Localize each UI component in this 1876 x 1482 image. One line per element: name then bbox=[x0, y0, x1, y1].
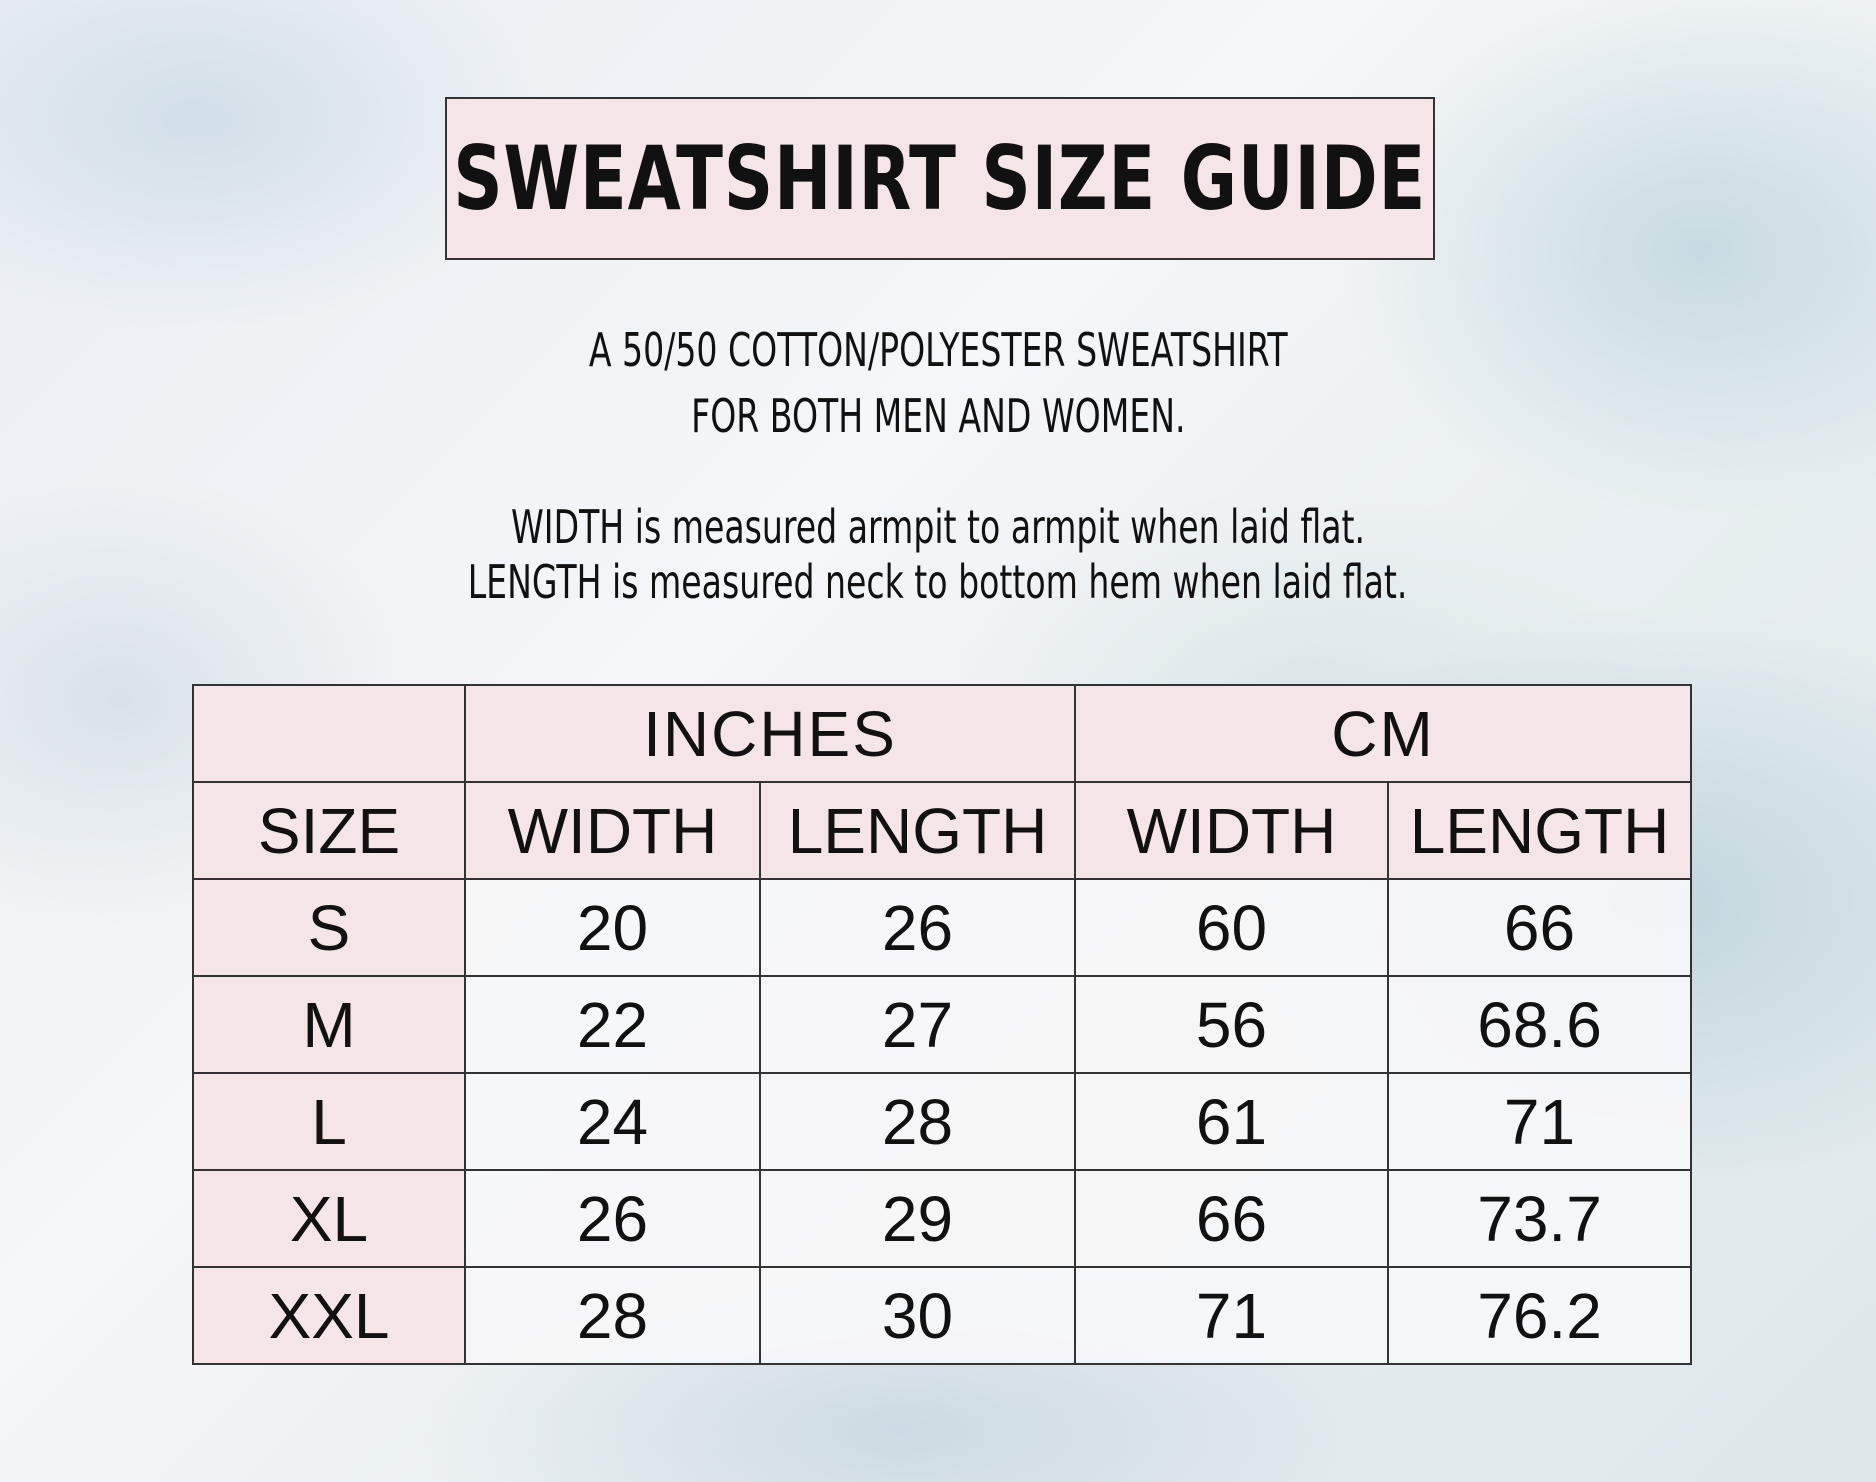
width-note-text: WIDTH is measured armpit to armpit when … bbox=[510, 500, 1366, 554]
subtitle-line-1-text: A 50/50 COTTON/POLYESTER SWEATSHIRT bbox=[588, 323, 1288, 377]
table-row: S 20 26 60 66 bbox=[192, 878, 1692, 977]
length-note-text: LENGTH is measured neck to bottom hem wh… bbox=[468, 555, 1408, 609]
empty-corner-cell bbox=[192, 684, 466, 783]
column-header-row: SIZE WIDTH LENGTH WIDTH LENGTH bbox=[192, 781, 1692, 880]
size-cell: XXL bbox=[192, 1266, 466, 1365]
size-cell: S bbox=[192, 878, 466, 977]
inches-width-cell: 24 bbox=[464, 1072, 761, 1171]
group-header-row: INCHES CM bbox=[192, 684, 1692, 783]
size-cell: L bbox=[192, 1072, 466, 1171]
inches-length-cell: 29 bbox=[759, 1169, 1076, 1268]
cm-group-header: CM bbox=[1074, 684, 1692, 783]
size-cell: XL bbox=[192, 1169, 466, 1268]
title-box: SWEATSHIRT SIZE GUIDE bbox=[445, 97, 1435, 260]
cm-length-header: LENGTH bbox=[1387, 781, 1692, 880]
inches-width-cell: 22 bbox=[464, 975, 761, 1074]
inches-length-header: LENGTH bbox=[759, 781, 1076, 880]
table-row: L 24 28 61 71 bbox=[192, 1072, 1692, 1171]
inches-length-cell: 27 bbox=[759, 975, 1076, 1074]
cm-length-cell: 73.7 bbox=[1387, 1169, 1692, 1268]
table-row: M 22 27 56 68.6 bbox=[192, 975, 1692, 1074]
cm-length-cell: 76.2 bbox=[1387, 1266, 1692, 1365]
page-title: SWEATSHIRT SIZE GUIDE bbox=[453, 127, 1427, 230]
inches-width-cell: 20 bbox=[464, 878, 761, 977]
cm-width-cell: 56 bbox=[1074, 975, 1389, 1074]
table-row: XXL 28 30 71 76.2 bbox=[192, 1266, 1692, 1365]
inches-group-header: INCHES bbox=[464, 684, 1076, 783]
table-row: XL 26 29 66 73.7 bbox=[192, 1169, 1692, 1268]
size-table: INCHES CM SIZE WIDTH LENGTH WIDTH LENGTH… bbox=[192, 684, 1692, 1365]
cm-width-cell: 71 bbox=[1074, 1266, 1389, 1365]
cm-width-cell: 66 bbox=[1074, 1169, 1389, 1268]
inches-width-cell: 26 bbox=[464, 1169, 761, 1268]
subtitle-line-1: A 50/50 COTTON/POLYESTER SWEATSHIRT bbox=[0, 323, 1876, 377]
width-note: WIDTH is measured armpit to armpit when … bbox=[0, 500, 1876, 554]
inches-length-cell: 28 bbox=[759, 1072, 1076, 1171]
cm-length-cell: 71 bbox=[1387, 1072, 1692, 1171]
subtitle-line-2-text: FOR BOTH MEN AND WOMEN. bbox=[690, 389, 1186, 443]
cm-width-cell: 60 bbox=[1074, 878, 1389, 977]
inches-length-cell: 30 bbox=[759, 1266, 1076, 1365]
subtitle-line-2: FOR BOTH MEN AND WOMEN. bbox=[0, 389, 1876, 443]
inches-width-header: WIDTH bbox=[464, 781, 761, 880]
inches-width-cell: 28 bbox=[464, 1266, 761, 1365]
cm-width-header: WIDTH bbox=[1074, 781, 1389, 880]
size-cell: M bbox=[192, 975, 466, 1074]
cm-length-cell: 68.6 bbox=[1387, 975, 1692, 1074]
inches-length-cell: 26 bbox=[759, 878, 1076, 977]
length-note: LENGTH is measured neck to bottom hem wh… bbox=[0, 555, 1876, 609]
cm-width-cell: 61 bbox=[1074, 1072, 1389, 1171]
size-header: SIZE bbox=[192, 781, 466, 880]
cm-length-cell: 66 bbox=[1387, 878, 1692, 977]
